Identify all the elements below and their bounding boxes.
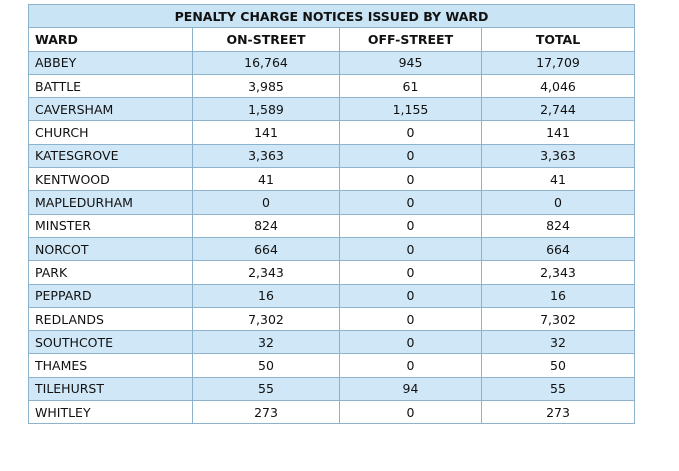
off-street-cell: 61 [339, 73, 482, 99]
total-cell: 141 [481, 120, 635, 145]
ward-cell: REDLANDS [28, 306, 193, 332]
ward-cell: THAMES [28, 353, 193, 378]
ward-cell: CAVERSHAM [28, 97, 193, 122]
on-street-cell: 41 [192, 167, 340, 192]
ward-cell: KATESGROVE [28, 143, 193, 169]
ward-cell: CHURCH [28, 120, 193, 145]
ward-cell: SOUTHCOTE [28, 330, 193, 355]
total-cell: 32 [481, 330, 635, 355]
total-cell: 273 [481, 400, 635, 425]
ward-cell: NORCOT [28, 236, 193, 262]
on-street-cell: 3,985 [192, 73, 340, 99]
table-row: SOUTHCOTE 32 0 32 [28, 330, 635, 355]
table-title-row: PENALTY CHARGE NOTICES ISSUED BY WARD [28, 3, 635, 29]
total-cell: 4,046 [481, 73, 635, 99]
on-street-cell: 273 [192, 400, 340, 425]
on-street-cell: 55 [192, 376, 340, 402]
on-street-cell: 664 [192, 236, 340, 262]
ward-cell: KENTWOOD [28, 167, 193, 192]
ward-cell: WHITLEY [28, 400, 193, 425]
ward-cell: MINSTER [28, 213, 193, 238]
on-street-cell: 16 [192, 283, 340, 308]
ward-cell: PARK [28, 260, 193, 285]
off-street-cell: 0 [339, 283, 482, 308]
on-street-cell: 7,302 [192, 306, 340, 332]
table-row: CAVERSHAM 1,589 1,155 2,744 [28, 97, 635, 122]
total-cell: 55 [481, 376, 635, 402]
off-street-cell: 0 [339, 236, 482, 262]
table-title: PENALTY CHARGE NOTICES ISSUED BY WARD [28, 3, 635, 29]
off-street-cell: 0 [339, 167, 482, 192]
off-street-cell: 0 [339, 400, 482, 425]
on-street-cell: 1,589 [192, 97, 340, 122]
on-street-cell: 3,363 [192, 143, 340, 169]
off-street-cell: 0 [339, 330, 482, 355]
on-street-cell: 32 [192, 330, 340, 355]
on-street-cell: 0 [192, 190, 340, 215]
pcn-table-container: PENALTY CHARGE NOTICES ISSUED BY WARD WA… [28, 3, 635, 425]
table-row: BATTLE 3,985 61 4,046 [28, 73, 635, 99]
off-street-cell: 0 [339, 190, 482, 215]
table-body: ABBEY 16,764 945 17,709 BATTLE 3,985 61 4,046 CA… [28, 50, 635, 425]
table-row: KENTWOOD 41 0 41 [28, 167, 635, 192]
table-row: MAPLEDURHAM 0 0 0 [28, 190, 635, 215]
off-street-cell: 0 [339, 213, 482, 238]
table-row: CHURCH 141 0 141 [28, 120, 635, 145]
pcn-by-ward-table: PENALTY CHARGE NOTICES ISSUED BY WARD WA… [28, 3, 635, 425]
ward-cell: TILEHURST [28, 376, 193, 402]
off-street-cell: 0 [339, 353, 482, 378]
column-header-off-street: OFF-STREET [339, 27, 482, 52]
total-cell: 17,709 [481, 50, 635, 75]
ward-cell: PEPPARD [28, 283, 193, 308]
table-row: KATESGROVE 3,363 0 3,363 [28, 143, 635, 169]
off-street-cell: 0 [339, 120, 482, 145]
total-cell: 2,744 [481, 97, 635, 122]
off-street-cell: 945 [339, 50, 482, 75]
off-street-cell: 94 [339, 376, 482, 402]
table-header-row: WARD ON-STREET OFF-STREET TOTAL [28, 27, 635, 52]
column-header-on-street: ON-STREET [192, 27, 340, 52]
table-row: NORCOT 664 0 664 [28, 236, 635, 262]
table-row: PEPPARD 16 0 16 [28, 283, 635, 308]
table-row: WHITLEY 273 0 273 [28, 400, 635, 425]
on-street-cell: 16,764 [192, 50, 340, 75]
table-row: PARK 2,343 0 2,343 [28, 260, 635, 285]
ward-cell: MAPLEDURHAM [28, 190, 193, 215]
total-cell: 7,302 [481, 306, 635, 332]
column-header-total: TOTAL [481, 27, 635, 52]
on-street-cell: 141 [192, 120, 340, 145]
total-cell: 664 [481, 236, 635, 262]
ward-cell: ABBEY [28, 50, 193, 75]
on-street-cell: 824 [192, 213, 340, 238]
table-row: REDLANDS 7,302 0 7,302 [28, 306, 635, 332]
total-cell: 41 [481, 167, 635, 192]
on-street-cell: 2,343 [192, 260, 340, 285]
total-cell: 50 [481, 353, 635, 378]
total-cell: 824 [481, 213, 635, 238]
off-street-cell: 1,155 [339, 97, 482, 122]
on-street-cell: 50 [192, 353, 340, 378]
total-cell: 0 [481, 190, 635, 215]
off-street-cell: 0 [339, 143, 482, 169]
column-header-ward: WARD [28, 27, 193, 52]
table-row: THAMES 50 0 50 [28, 353, 635, 378]
off-street-cell: 0 [339, 306, 482, 332]
ward-cell: BATTLE [28, 73, 193, 99]
total-cell: 2,343 [481, 260, 635, 285]
table-row: MINSTER 824 0 824 [28, 213, 635, 238]
total-cell: 16 [481, 283, 635, 308]
off-street-cell: 0 [339, 260, 482, 285]
table-row: ABBEY 16,764 945 17,709 [28, 50, 635, 75]
total-cell: 3,363 [481, 143, 635, 169]
table-row: TILEHURST 55 94 55 [28, 376, 635, 402]
